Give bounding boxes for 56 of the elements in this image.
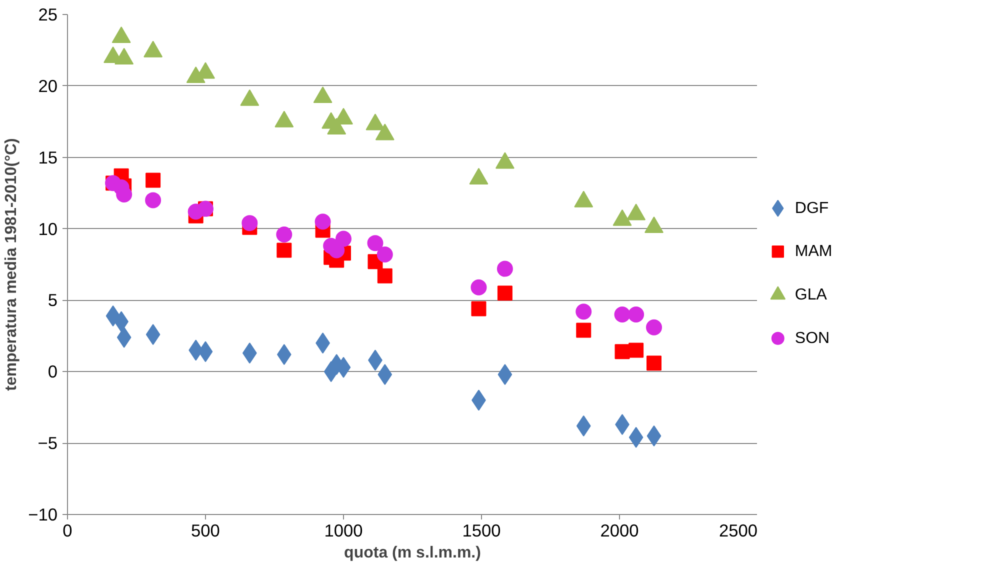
point: [576, 322, 592, 338]
point: [646, 356, 662, 371]
legend-label: GLA: [794, 286, 828, 304]
point: [276, 242, 292, 258]
point: [116, 186, 132, 202]
point: [378, 364, 392, 385]
point: [313, 86, 332, 104]
point: [367, 235, 384, 252]
point: [242, 215, 258, 232]
x-tick-label: 1000: [324, 520, 363, 540]
point: [628, 306, 644, 322]
y-tick-label: −10: [28, 504, 58, 524]
legend-label: SON: [794, 330, 830, 347]
point: [377, 268, 392, 284]
y-tick-label: 0: [48, 362, 58, 382]
point: [336, 230, 352, 247]
y-tick-label: 10: [38, 218, 58, 239]
point: [496, 260, 513, 277]
legend-label: DGF: [794, 200, 829, 217]
point: [576, 304, 592, 320]
point: [240, 89, 260, 106]
point: [497, 286, 512, 301]
y-tick-label: 25: [38, 4, 58, 24]
point: [146, 324, 160, 345]
point: [146, 172, 161, 188]
point: [376, 246, 393, 262]
point: [276, 344, 292, 365]
x-tick-label: 500: [191, 520, 220, 540]
x-tick-label: 0: [62, 520, 72, 540]
y-tick-label: 15: [38, 147, 58, 168]
x-tick-label: 2500: [718, 520, 758, 540]
x-tick-label: 1500: [462, 520, 501, 540]
point: [628, 342, 644, 358]
point: [614, 344, 630, 360]
y-tick-label: −5: [38, 433, 58, 454]
point: [614, 306, 630, 322]
point: [366, 114, 385, 130]
legend-label: MAM: [794, 243, 832, 260]
point: [314, 214, 331, 230]
point: [114, 48, 134, 64]
point: [276, 226, 292, 242]
point: [144, 40, 163, 58]
point: [470, 279, 487, 296]
point: [375, 124, 394, 140]
point: [646, 319, 662, 336]
y-tick-label: 20: [38, 76, 58, 96]
y-axis-title: temperatura media 1981-2010(°C): [3, 138, 20, 391]
point: [112, 26, 131, 44]
x-tick-label: 2000: [600, 520, 639, 540]
point: [498, 364, 512, 385]
point: [495, 152, 514, 169]
point: [274, 110, 294, 128]
y-tick-label: 5: [48, 290, 58, 310]
point: [145, 192, 162, 208]
x-axis-title: quota (m s.l.m.m.): [344, 544, 481, 562]
point: [471, 301, 486, 316]
